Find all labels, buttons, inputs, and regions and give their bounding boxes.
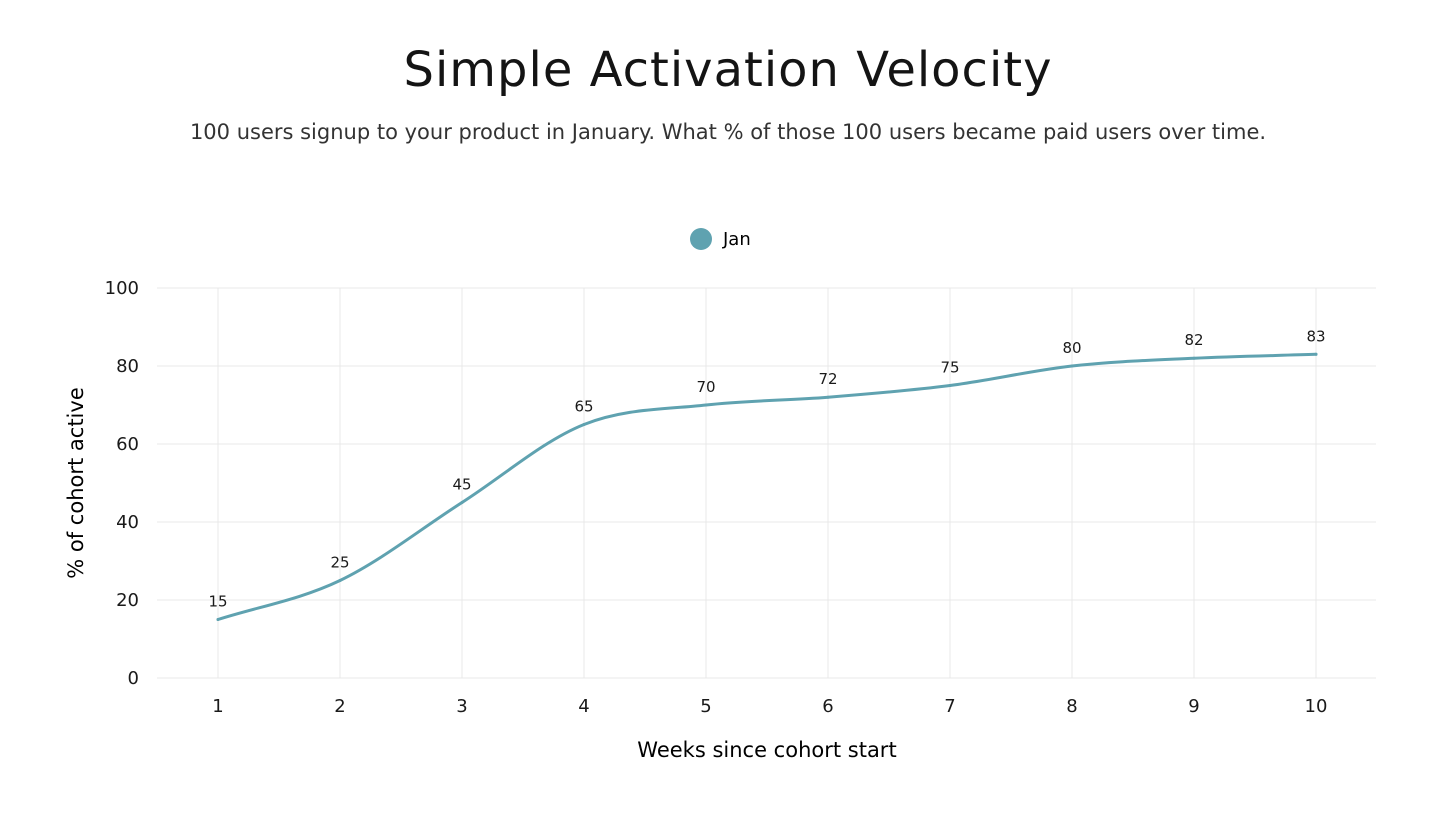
data-point <box>338 579 342 582</box>
data-point <box>460 501 464 504</box>
data-label: 15 <box>208 593 227 611</box>
x-tick-label: 8 <box>1066 696 1077 717</box>
series-jan <box>216 352 1318 621</box>
x-tick-label: 5 <box>700 696 711 717</box>
x-tick-label: 9 <box>1188 696 1199 717</box>
x-tick-label: 6 <box>822 696 833 717</box>
y-tick-label: 0 <box>128 668 139 689</box>
data-point <box>1070 364 1074 368</box>
chart-subtitle: 100 users signup to your product in Janu… <box>189 120 1267 144</box>
data-label: 25 <box>330 554 349 572</box>
y-tick-label: 100 <box>105 278 139 299</box>
x-axis-title: Weeks since cohort start <box>637 738 896 762</box>
x-tick-label: 2 <box>334 696 345 717</box>
y-axis-ticks: 0 20 40 60 80 100 <box>105 278 139 689</box>
data-label: 80 <box>1062 339 1081 357</box>
x-tick-label: 4 <box>578 696 589 717</box>
x-tick-label: 10 <box>1305 696 1328 717</box>
x-tick-label: 1 <box>212 696 223 717</box>
data-label: 82 <box>1184 331 1203 349</box>
data-label: 83 <box>1306 327 1325 345</box>
series-line-jan <box>216 352 1318 621</box>
data-point <box>1192 356 1196 360</box>
y-tick-label: 20 <box>116 590 139 611</box>
x-axis-ticks: 1 2 3 4 5 6 7 8 9 10 <box>212 696 1327 717</box>
x-tick-label: 7 <box>944 696 955 717</box>
data-point <box>704 403 708 407</box>
chart-title: Simple Activation Velocity <box>403 42 1053 98</box>
data-label: 70 <box>696 378 715 396</box>
gridlines <box>157 287 1376 679</box>
y-tick-label: 60 <box>116 434 139 455</box>
y-tick-label: 80 <box>116 356 139 377</box>
y-tick-label: 40 <box>116 512 139 533</box>
y-axis-title: % of cohort active <box>64 387 88 578</box>
x-tick-label: 3 <box>456 696 467 717</box>
data-point <box>1314 352 1318 356</box>
data-point <box>826 395 830 399</box>
data-label: 75 <box>940 359 959 377</box>
data-labels: 15 25 45 65 70 72 75 80 82 83 <box>208 327 1325 610</box>
legend: Jan <box>690 228 751 250</box>
data-point <box>948 384 952 387</box>
data-point <box>216 618 220 621</box>
data-label: 72 <box>818 370 837 388</box>
legend-label-jan: Jan <box>722 229 751 250</box>
data-label: 45 <box>452 476 471 494</box>
data-point <box>582 423 586 426</box>
data-label: 65 <box>574 398 593 416</box>
legend-marker-jan <box>690 228 712 250</box>
